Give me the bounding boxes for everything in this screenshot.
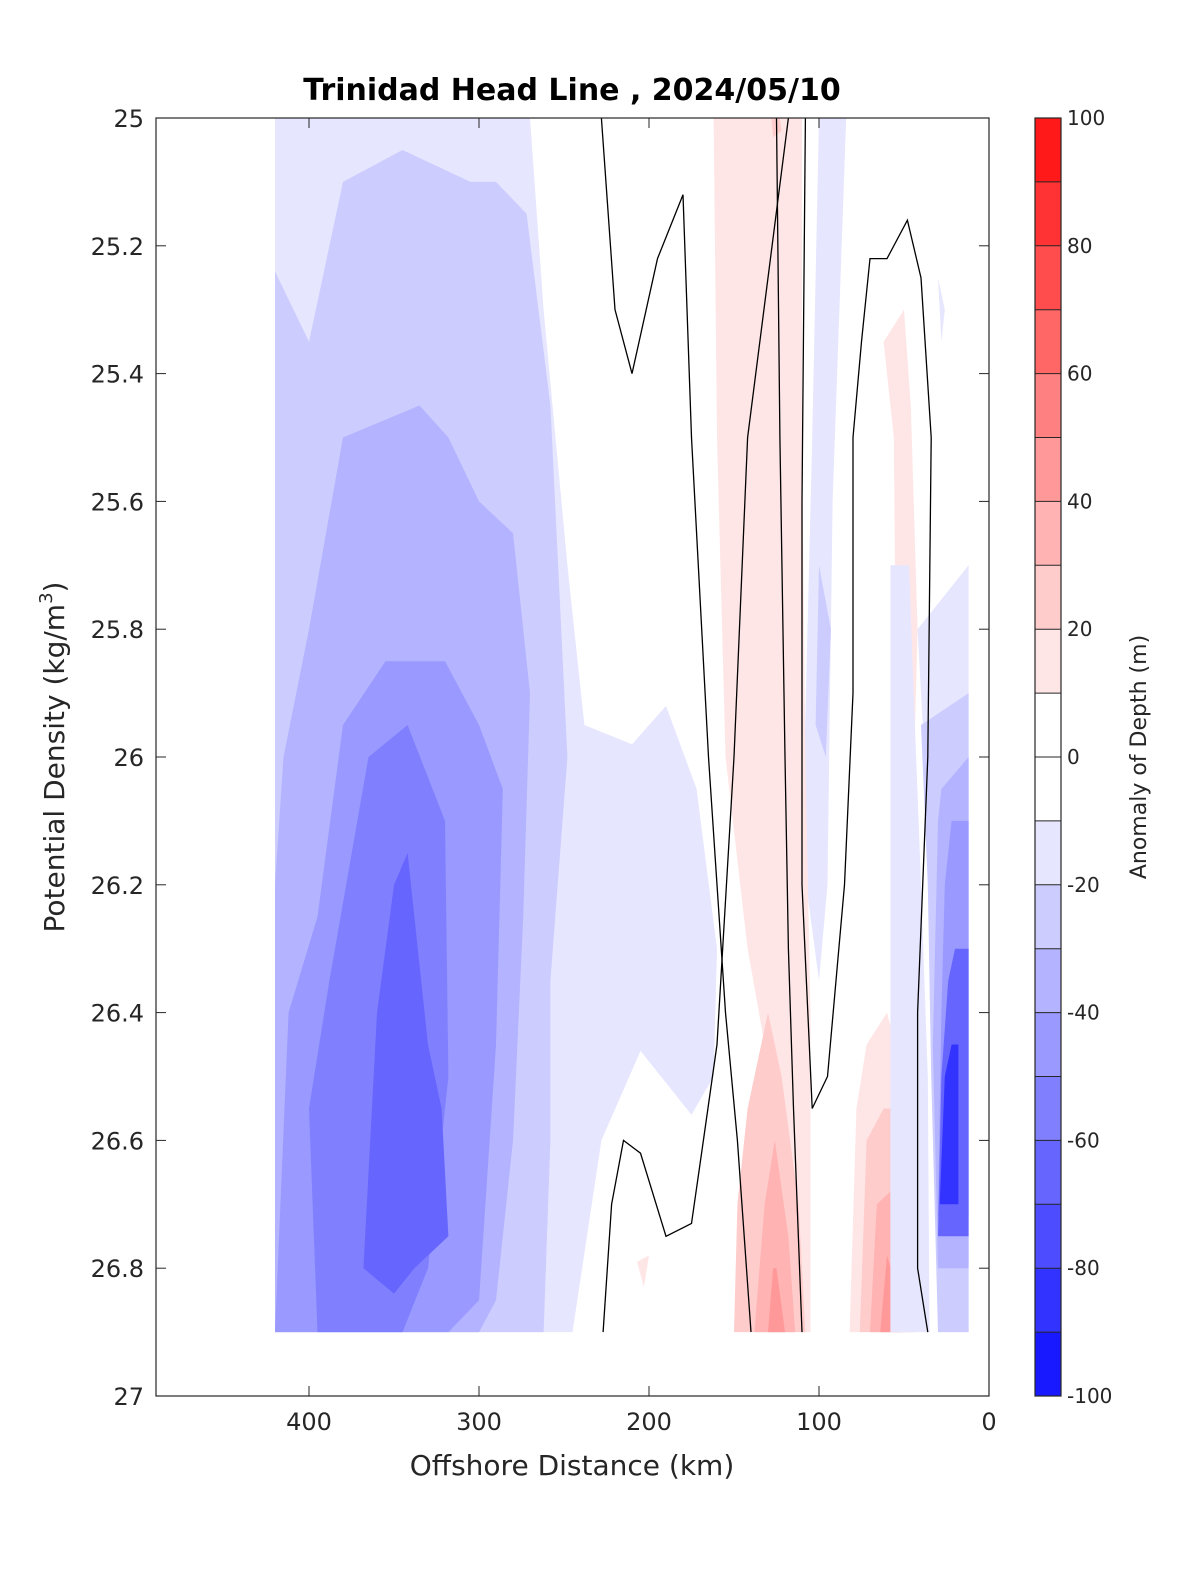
y-tick-label: 26.8 — [91, 1255, 144, 1283]
x-tick-label: 100 — [796, 1408, 842, 1436]
colorbar-label: Anomaly of Depth (m) — [1127, 635, 1152, 879]
colorbar-segment — [1035, 757, 1061, 821]
colorbar-segment — [1035, 118, 1061, 182]
y-axis-label-superscript: 3 — [36, 592, 57, 603]
x-tick-label: 200 — [626, 1408, 672, 1436]
x-axis: 400 300 200 100 0 — [286, 118, 997, 1436]
colorbar-tick-label: -100 — [1067, 1384, 1112, 1408]
colorbar-tick-label: -20 — [1067, 873, 1100, 897]
colorbar-tick-label: -80 — [1067, 1256, 1100, 1280]
x-tick-label: 300 — [456, 1408, 502, 1436]
y-tick-label: 25.4 — [91, 361, 144, 389]
y-tick-label: 25.8 — [91, 616, 144, 644]
x-axis-label: Offshore Distance (km) — [410, 1449, 735, 1482]
colorbar-segment — [1035, 693, 1061, 757]
contour-fill-level-30-11 — [754, 1140, 796, 1333]
colorbar-frame — [1034, 117, 1062, 1397]
colorbar-segment — [1035, 1204, 1061, 1269]
contour-fill-level-10-8 — [713, 118, 811, 1333]
zero-contour-lines — [600, 118, 932, 1333]
zero-contour-0 — [600, 118, 752, 1333]
zero-contour-2 — [801, 118, 932, 1333]
y-axis-label-close: ) — [38, 582, 71, 593]
contour-fill-level-40-12 — [768, 1268, 785, 1333]
y-tick-label: 25 — [113, 105, 144, 133]
contour-fill-level-10-18 — [637, 1255, 649, 1288]
colorbar-tick-label: 80 — [1067, 234, 1092, 258]
x-tick-label: 0 — [981, 1408, 996, 1436]
colorbar-segment — [1035, 437, 1061, 502]
y-axis-label: Potential Density (kg/m3) — [36, 582, 71, 933]
colorbar-tick-label: 0 — [1067, 745, 1080, 769]
colorbar-segment — [1035, 884, 1061, 949]
colorbar-segment — [1035, 1140, 1061, 1205]
y-axis: 25 25.2 25.4 25.6 25.8 26 26.2 26.4 26.6 26.8 27 — [91, 105, 989, 1411]
colorbar-tick-label: 100 — [1067, 106, 1105, 130]
colorbar-segment — [1035, 629, 1061, 694]
colorbar-tick-label: -60 — [1067, 1128, 1100, 1152]
colorbar-segment — [1035, 1076, 1061, 1141]
y-tick-label: 25.2 — [91, 233, 144, 261]
colorbar-segment — [1035, 565, 1061, 630]
zero-contour-3 — [775, 118, 803, 1333]
x-tick-label: 400 — [286, 1408, 332, 1436]
y-tick-label: 26.2 — [91, 872, 144, 900]
contour-fill-level-neg20-7 — [815, 565, 831, 757]
colorbar-segment — [1035, 181, 1061, 246]
contour-fills — [275, 118, 969, 1333]
colorbar-segment — [1035, 1268, 1061, 1333]
contour-fill-level-neg10-19 — [890, 565, 930, 1333]
y-tick-label: 27 — [113, 1383, 144, 1411]
chart-title: Trinidad Head Line , 2024/05/10 — [303, 73, 840, 108]
colorbar-segment — [1035, 1012, 1061, 1077]
contour-fill-level-neg10-20 — [938, 277, 945, 342]
plot-area — [155, 117, 990, 1397]
colorbar-tick-label: -40 — [1067, 1001, 1100, 1025]
contour-fill-level-neg60-5 — [363, 852, 449, 1294]
colorbar-tick-label: 40 — [1067, 489, 1092, 513]
colorbar-tick-label: 20 — [1067, 617, 1092, 641]
colorbar-segment — [1035, 373, 1061, 438]
colorbar-segment — [1035, 245, 1061, 310]
colorbar: 100 80 60 40 20 0 -20 -40 -60 -80 -100 — [1034, 106, 1112, 1408]
contour-fill-level-neg80-26 — [939, 1044, 959, 1205]
y-axis-label-main: Potential Density (kg/m — [38, 604, 71, 933]
colorbar-segment — [1035, 501, 1061, 566]
zero-contour-1 — [602, 118, 790, 1333]
contour-fill-level-neg10-6 — [802, 118, 847, 981]
y-tick-label: 26.6 — [91, 1127, 144, 1155]
colorbar-segment — [1035, 948, 1061, 1013]
colorbar-segment — [1035, 820, 1061, 885]
colorbar-segment — [1035, 1332, 1061, 1396]
y-tick-label: 25.6 — [91, 488, 144, 516]
colorbar-tick-label: 60 — [1067, 362, 1092, 386]
y-tick-label: 26 — [113, 744, 144, 772]
colorbar-segment — [1035, 309, 1061, 374]
y-tick-label: 26.4 — [91, 1000, 144, 1028]
